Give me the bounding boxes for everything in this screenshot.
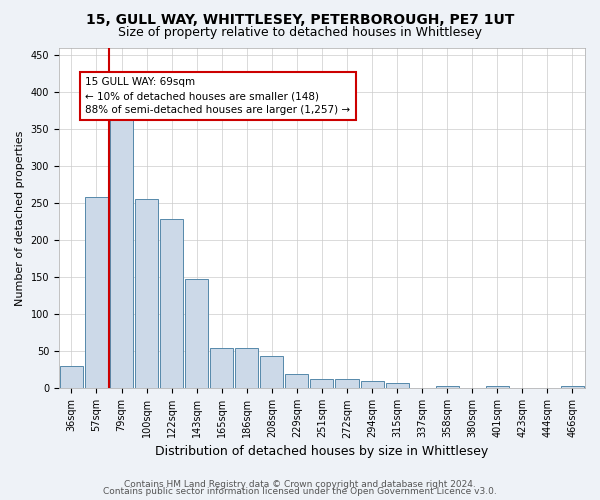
Bar xyxy=(185,278,208,388)
Text: Contains public sector information licensed under the Open Government Licence v3: Contains public sector information licen… xyxy=(103,488,497,496)
Bar xyxy=(561,386,584,388)
Bar xyxy=(60,366,83,388)
Text: Contains HM Land Registry data © Crown copyright and database right 2024.: Contains HM Land Registry data © Crown c… xyxy=(124,480,476,489)
Bar xyxy=(335,380,359,388)
Bar xyxy=(210,348,233,389)
Bar xyxy=(486,386,509,388)
Bar xyxy=(386,383,409,388)
Bar xyxy=(310,380,334,388)
Text: 15 GULL WAY: 69sqm
← 10% of detached houses are smaller (148)
88% of semi-detach: 15 GULL WAY: 69sqm ← 10% of detached hou… xyxy=(85,77,350,115)
Bar xyxy=(286,374,308,388)
Bar xyxy=(260,356,283,388)
Bar xyxy=(361,381,383,388)
Bar xyxy=(85,197,108,388)
Text: Size of property relative to detached houses in Whittlesey: Size of property relative to detached ho… xyxy=(118,26,482,39)
Y-axis label: Number of detached properties: Number of detached properties xyxy=(15,130,25,306)
Bar xyxy=(135,200,158,388)
Bar xyxy=(436,386,459,388)
Bar xyxy=(110,118,133,388)
Bar xyxy=(235,348,259,389)
Text: 15, GULL WAY, WHITTLESEY, PETERBOROUGH, PE7 1UT: 15, GULL WAY, WHITTLESEY, PETERBOROUGH, … xyxy=(86,12,514,26)
X-axis label: Distribution of detached houses by size in Whittlesey: Distribution of detached houses by size … xyxy=(155,444,488,458)
Bar xyxy=(160,220,183,388)
